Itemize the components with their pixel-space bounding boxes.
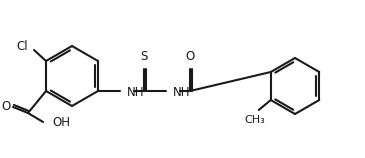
Text: O: O [2, 100, 11, 112]
Text: CH₃: CH₃ [245, 115, 265, 125]
Text: NH: NH [173, 86, 191, 100]
Text: NH: NH [127, 86, 145, 100]
Text: OH: OH [52, 116, 70, 130]
Text: Cl: Cl [16, 40, 28, 54]
Text: O: O [185, 50, 195, 63]
Text: S: S [140, 50, 148, 63]
